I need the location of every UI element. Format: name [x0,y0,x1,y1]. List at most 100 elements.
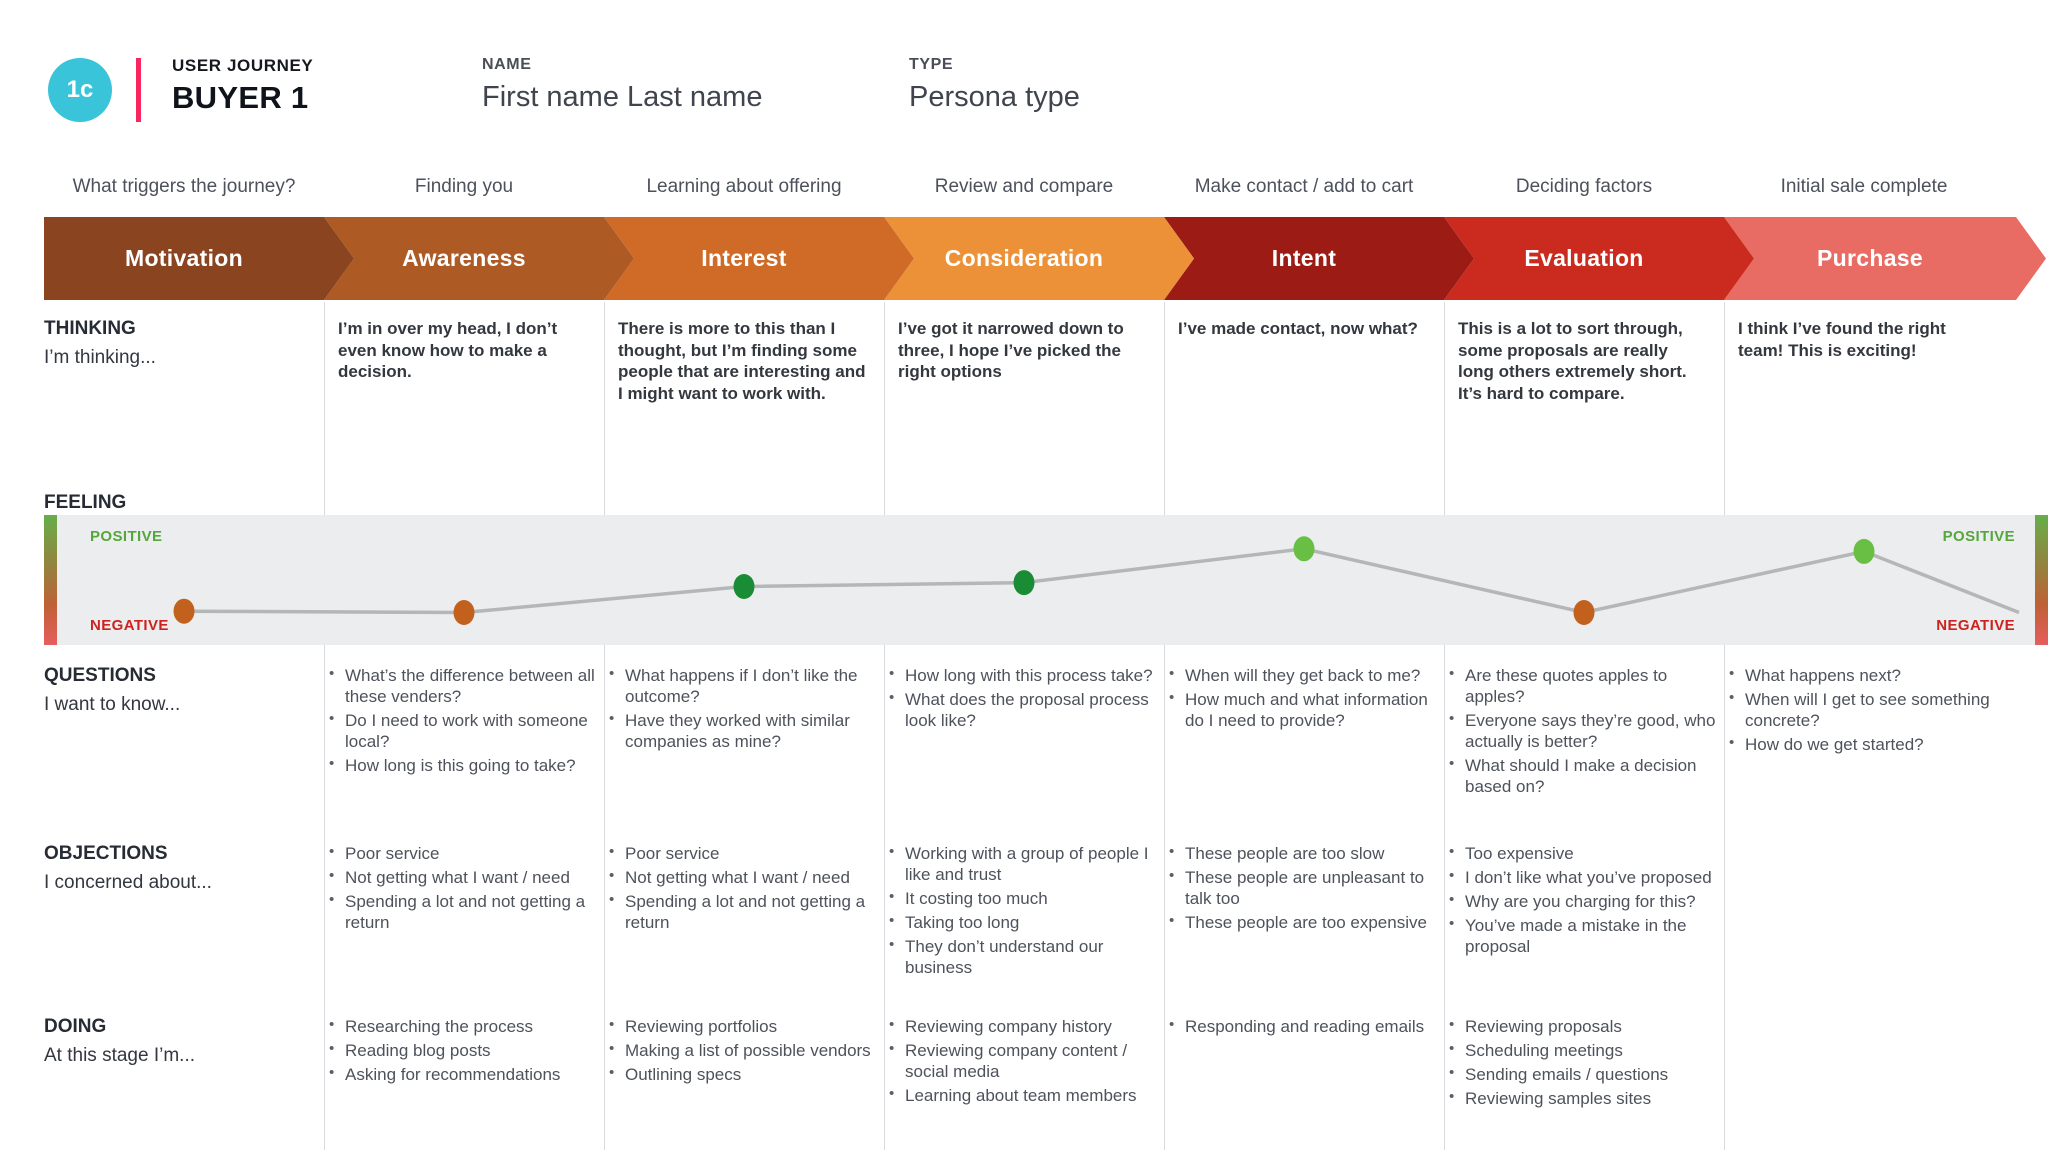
positive-label-right: POSITIVE [1942,528,2015,545]
list-item: What should I make a decision based on? [1444,755,1724,797]
questions-cell-intent: When will they get back to me? How much a… [1164,665,1444,845]
thinking-cell-intent: I’ve made contact, now what? [1178,319,1418,338]
journey-kicker: USER JOURNEY [172,56,314,75]
list-item: Spending a lot and not getting a return [324,891,604,933]
list-item: They don’t understand our business [884,936,1164,978]
list-item: How much and what information do I need … [1164,689,1444,731]
accent-bar [136,58,141,122]
stage-arrows: Motivation Awareness Interest Considerat… [44,217,2034,300]
stage-subtitle-motivation: What triggers the journey? [72,176,296,197]
type-label: TYPE [909,56,954,73]
thinking-cell-purchase: I think I’ve found the right team! This … [1738,319,1946,360]
questions-cell-purchase: What happens next? When will I get to see… [1724,665,2004,845]
name-value: First name Last name [482,81,763,113]
thinking-cell-interest: There is more to this than I thought, bu… [618,319,866,403]
objections-cell-purchase [1724,843,2004,1013]
list-item: Asking for recommendations [324,1064,604,1085]
sentiment-dot-purchase [1853,538,1875,564]
row-sublabel: I’m thinking... [44,347,156,368]
list-item: Working with a group of people I like an… [884,843,1164,885]
list-item: Do I need to work with someone local? [324,710,604,752]
doing-cell-purchase [1724,1016,2004,1150]
sentiment-line-chart [173,536,2020,625]
doing-cell-interest: Reviewing portfolios Making a list of pos… [604,1016,884,1150]
list-item: Responding and reading emails [1164,1016,1444,1037]
negative-label-left: NEGATIVE [90,617,169,634]
sentiment-gradient-bar-left [44,515,57,645]
list-item: What happens next? [1724,665,2004,686]
list-item: Reading blog posts [324,1040,604,1061]
sentiment-dot-interest [733,574,755,599]
list-item: Learning about team members [884,1085,1164,1106]
questions-cell-interest: What happens if I don’t like the outcome… [604,665,884,845]
doing-row-header: DOING At this stage I’m... [44,1016,324,1150]
objections-cell-intent: These people are too slow These people ar… [1164,843,1444,1013]
page-title: BUYER 1 [172,80,309,115]
feeling-row-label: FEELING [44,492,127,513]
list-item: These people are too expensive [1164,912,1444,933]
journey-badge: 1c [48,58,112,122]
stage-arrow-consideration: Consideration [884,217,1194,300]
persona-type-field: TYPE Persona type [909,56,1080,114]
list-item: These people are too slow [1164,843,1444,864]
stage-subtitle-awareness: Finding you [414,176,514,197]
list-item: Reviewing company history [884,1016,1164,1037]
list-item: I don’t like what you’ve proposed [1444,867,1724,888]
row-label: THINKING [44,318,136,339]
questions-cell-awareness: What’s the difference between all these … [324,665,604,845]
sentiment-dot-awareness [453,600,475,625]
stage-subtitle-evaluation: Deciding factors [1515,176,1653,197]
doing-cell-consideration: Reviewing company history Reviewing compa… [884,1016,1164,1150]
list-item: These people are unpleasant to talk too [1164,867,1444,909]
list-item: Scheduling meetings [1444,1040,1724,1061]
list-item: Outlining specs [604,1064,884,1085]
sentiment-dot-motivation [173,598,195,624]
objections-cell-interest: Poor service Not getting what I want / ne… [604,843,884,1013]
list-item: Not getting what I want / need [324,867,604,888]
sentiment-dot-evaluation [1573,600,1595,625]
negative-label-right: NEGATIVE [1936,617,2015,634]
list-item: Poor service [604,843,884,864]
stage-label: Consideration [944,245,1104,271]
stage-label: Intent [1271,245,1337,271]
list-item: Sending emails / questions [1444,1064,1724,1085]
list-item: What happens if I don’t like the outcome… [604,665,884,707]
doing-cell-awareness: Researching the process Reading blog post… [324,1016,604,1150]
list-item: Poor service [324,843,604,864]
positive-label-left: POSITIVE [90,528,163,545]
list-item: Reviewing portfolios [604,1016,884,1037]
list-item: How long is this going to take? [324,755,604,776]
list-item: You’ve made a mistake in the proposal [1444,915,1724,957]
title-block: USER JOURNEY BUYER 1 [172,56,313,116]
objections-cell-awareness: Poor service Not getting what I want / ne… [324,843,604,1013]
list-item: What’s the difference between all these … [324,665,604,707]
sentiment-dot-consideration [1013,570,1035,596]
list-item: When will I get to see something concret… [1724,689,2004,731]
list-item: Too expensive [1444,843,1724,864]
list-item: Reviewing proposals [1444,1016,1724,1037]
list-item: When will they get back to me? [1164,665,1444,686]
thinking-cell-evaluation: This is a lot to sort through, some prop… [1458,319,1687,403]
row-sublabel: At this stage I’m... [44,1045,195,1066]
doing-row: DOING At this stage I’m... Researching t… [44,1016,2004,1150]
list-item: How long with this process take? [884,665,1164,686]
objections-row-header: OBJECTIONS I concerned about... [44,843,324,1013]
stage-subtitle-intent: Make contact / add to cart [1194,176,1414,197]
objections-row: OBJECTIONS I concerned about... Poor ser… [44,843,2004,1013]
questions-cell-consideration: How long with this process take? What doe… [884,665,1164,845]
thinking-cell-consideration: I’ve got it narrowed down to three, I ho… [898,319,1124,382]
list-item: Researching the process [324,1016,604,1037]
list-item: Reviewing samples sites [1444,1088,1724,1109]
stage-label: Interest [701,245,787,271]
stage-label: Evaluation [1524,245,1644,271]
stage-arrow-evaluation: Evaluation [1444,217,1754,300]
sentiment-dot-intent [1293,536,1315,562]
row-label: DOING [44,1016,107,1037]
stage-label: Awareness [402,245,526,271]
stage-arrow-intent: Intent [1164,217,1474,300]
objections-cell-consideration: Working with a group of people I like an… [884,843,1164,1013]
name-label: NAME [482,56,532,73]
list-item: It costing too much [884,888,1164,909]
questions-row-header: QUESTIONS I want to know... [44,665,324,845]
